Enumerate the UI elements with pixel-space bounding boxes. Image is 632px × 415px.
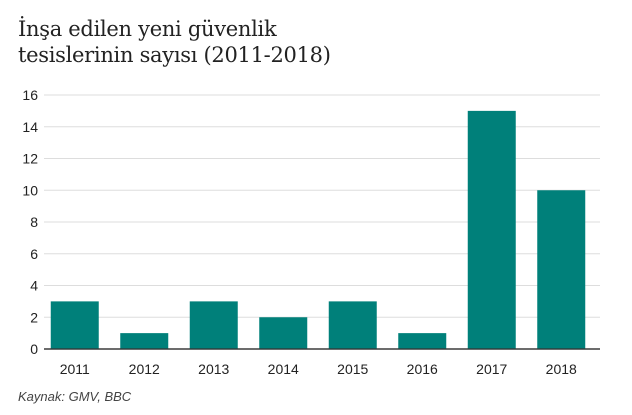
bar-2011: [51, 301, 99, 349]
x-tick-label: 2018: [546, 361, 577, 377]
x-tick-label: 2015: [337, 361, 368, 377]
bar-2014: [259, 317, 307, 349]
gridlines: [44, 95, 600, 349]
x-tick-label: 2012: [129, 361, 160, 377]
bar-2015: [329, 301, 377, 349]
y-tick-labels: 0 2 4 6 8 10 12 14 16: [22, 87, 38, 357]
y-tick-label: 6: [30, 246, 38, 262]
bar-2017: [468, 111, 516, 349]
y-tick-label: 8: [30, 214, 38, 230]
y-tick-label: 16: [22, 87, 38, 103]
x-tick-label: 2013: [198, 361, 229, 377]
x-tick-label: 2014: [268, 361, 299, 377]
bars: [44, 111, 600, 349]
bar-2016: [398, 333, 446, 349]
y-tick-label: 4: [30, 278, 38, 294]
bar-2013: [190, 301, 238, 349]
bar-2018: [537, 190, 585, 349]
x-tick-label: 2017: [476, 361, 507, 377]
y-tick-label: 10: [22, 182, 38, 198]
x-tick-labels: 2011 2012 2013 2014 2015 2016 2017 2018: [60, 361, 577, 377]
y-tick-label: 0: [30, 341, 38, 357]
x-tick-label: 2016: [407, 361, 438, 377]
y-tick-label: 14: [22, 119, 38, 135]
x-tick-label: 2011: [60, 361, 90, 377]
bar-2012: [120, 333, 168, 349]
y-tick-label: 2: [30, 309, 38, 325]
source-note: Kaynak: GMV, BBC: [18, 389, 131, 404]
y-tick-label: 12: [22, 151, 38, 167]
